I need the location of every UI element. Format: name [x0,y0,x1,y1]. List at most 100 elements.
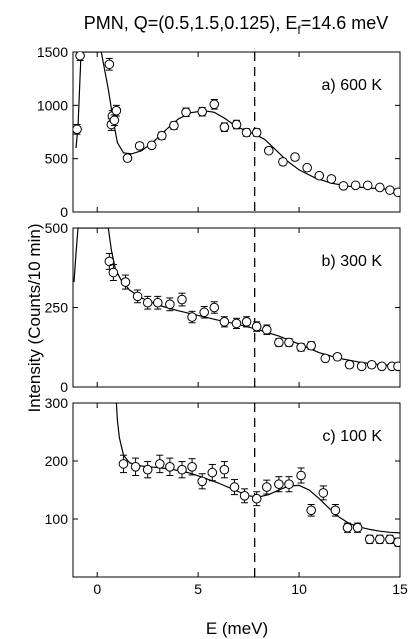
data-point [146,140,157,151]
data-point [344,359,355,370]
panel-frame [72,51,401,213]
data-point [177,464,187,475]
data-point [318,488,329,498]
data-point [274,337,284,348]
data-point [326,174,337,184]
y-tick-label: 1500 [37,44,68,60]
data-point [362,180,373,191]
data-point [118,459,129,469]
data-point [120,277,131,287]
data-point [104,256,115,267]
x-tick-label: 15 [392,581,408,597]
y-tick-label: 100 [45,511,69,527]
title-main: PMN, Q=(0.5,1.5,0.125), E [84,13,298,33]
data-point [251,127,262,138]
data-point [251,493,262,504]
data-point [278,157,288,167]
data-point [320,353,331,364]
data-point [385,185,395,195]
data-point [261,482,272,492]
data-point [197,476,207,487]
data-point [207,467,218,478]
panel-3: 100 200 300 0 5 10 15 c) 100 K [45,395,408,597]
data-point [209,99,220,110]
data-point [108,267,119,278]
data-point [241,127,252,138]
data-point [393,187,400,198]
data-point [314,170,325,181]
data-point [134,141,145,151]
data-point [375,534,385,545]
x-tick-label: 5 [194,581,202,597]
data-point [219,122,230,132]
data-point [165,299,175,310]
panel-label: b) 300 K [322,253,383,270]
data-point [197,106,207,117]
data-point [154,459,165,469]
figure-title: PMN, Q=(0.5,1.5,0.125), Ef=14.6 meV [84,13,389,37]
data-point [364,534,375,545]
data-point [132,291,143,302]
y-tick-label: 1000 [37,97,68,113]
data-point [122,153,133,163]
data-point [263,145,274,156]
x-axis-label: E (meV) [206,619,268,638]
y-tick-label: 0 [60,204,68,220]
data-point [284,337,294,348]
data-point [352,522,363,533]
data-point [385,534,395,545]
data-point [229,482,240,492]
y-tick-label: 250 [45,300,69,316]
data-point [104,59,115,70]
data-point [109,115,120,126]
panel-label: c) 100 K [322,428,382,445]
data-point [296,470,306,481]
data-point [274,479,284,490]
y-tick-label: 0 [60,379,68,395]
panel-label: a) 600 K [322,77,383,94]
data-point [290,152,300,162]
data-point [181,107,191,118]
data-point [142,297,153,308]
data-point [219,317,230,327]
data-point [177,294,187,305]
data-point [187,312,197,322]
data-point [199,307,210,318]
data-point [130,462,141,472]
panel-2: 0 250 500 b) 300 K [45,220,401,395]
y-tick-label: 200 [45,453,69,469]
data-point [75,52,85,61]
data-point [157,130,167,141]
data-point [306,505,316,516]
data-point [332,351,343,362]
data-point [342,522,353,533]
data-point [165,462,175,472]
data-point [366,359,377,370]
y-tick-label: 500 [45,151,69,167]
data-point [302,162,312,173]
data-point [306,340,316,351]
x-tick-label: 0 [93,581,101,597]
data-point [330,505,341,516]
title-subscript: f [297,23,301,37]
data-point [152,297,163,308]
data-point [377,361,387,372]
panel-1: 0 500 1000 1500 a) 600 K [37,44,401,220]
plot-area [73,228,400,387]
data-point [239,491,250,501]
data-point [284,479,294,490]
data-point [142,464,153,475]
fit-curve [75,52,400,191]
data-point [219,464,230,475]
data-point [169,120,179,131]
data-point [231,119,242,130]
data-point [261,324,272,335]
data-point [375,182,385,193]
data-point [251,321,262,332]
data-point [209,302,220,313]
data-point [393,537,400,547]
fit-curve [73,228,400,367]
data-point [231,318,242,329]
data-point [73,124,82,135]
